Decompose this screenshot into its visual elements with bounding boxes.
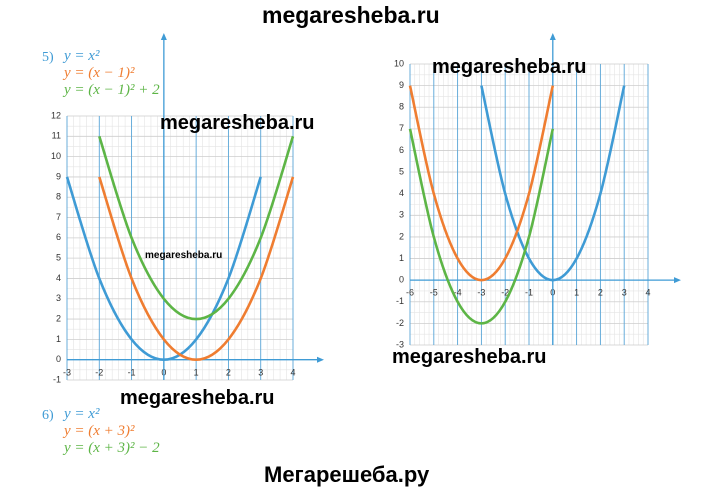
y-tick-label: 5: [56, 253, 61, 263]
y-tick-label: 4: [399, 188, 404, 198]
watermark: megaresheba.ru: [392, 346, 547, 368]
y-tick-label: 6: [399, 145, 404, 155]
x-tick-label: -6: [406, 288, 414, 298]
x-tick-label: -2: [501, 288, 509, 298]
y-tick-label: 5: [399, 166, 404, 176]
y-tick-label: 11: [52, 131, 61, 141]
y-tick-label: 1: [399, 253, 404, 263]
formula: y = (x − 1)² + 2: [64, 82, 160, 98]
x-tick-label: -3: [477, 288, 485, 298]
watermark: megaresheba.ru: [145, 250, 223, 261]
x-tick-label: 2: [598, 288, 603, 298]
y-tick-label: 4: [56, 273, 61, 283]
y-tick-label: 10: [394, 58, 404, 68]
footer: Мегарешеба.ру: [264, 462, 430, 487]
x-tick-label: 3: [622, 288, 627, 298]
y-tick-label: 9: [56, 171, 61, 181]
header: megaresheba.ru: [262, 2, 440, 28]
x-tick-label: 1: [574, 288, 579, 298]
formula: y = x²: [64, 406, 100, 422]
y-tick-label: 7: [399, 123, 404, 133]
y-tick-label: 1: [56, 334, 61, 344]
curve: [65, 176, 262, 361]
x-axis-arrow: [674, 277, 681, 284]
problem-number: 6): [42, 408, 54, 423]
y-tick-label: -1: [396, 296, 404, 306]
curve: [408, 85, 555, 282]
y-axis-arrow: [160, 33, 167, 40]
x-tick-label: -5: [430, 288, 438, 298]
x-tick-label: -1: [128, 367, 136, 377]
y-tick-label: 8: [56, 192, 61, 202]
y-tick-label: 3: [399, 210, 404, 220]
x-tick-label: -2: [95, 367, 103, 377]
x-tick-label: 4: [645, 288, 650, 298]
y-tick-label: 7: [56, 212, 61, 222]
curve: [98, 176, 295, 361]
y-tick-label: 10: [51, 151, 61, 161]
y-tick-label: 0: [56, 354, 61, 364]
y-tick-label: -3: [396, 339, 404, 349]
problem-number: 5): [42, 50, 54, 65]
x-tick-label: -1: [525, 288, 533, 298]
x-tick-label: -4: [454, 288, 462, 298]
y-tick-label: 8: [399, 102, 404, 112]
x-tick-label: 4: [290, 367, 295, 377]
x-axis-arrow: [317, 356, 324, 363]
curve: [408, 128, 555, 325]
y-tick-label: 12: [51, 110, 61, 120]
watermark: megaresheba.ru: [432, 56, 587, 78]
watermark: megaresheba.ru: [120, 387, 275, 409]
watermark: megaresheba.ru: [160, 112, 315, 134]
y-tick-label: -2: [396, 318, 404, 328]
y-tick-label: 2: [56, 313, 61, 323]
x-tick-label: 2: [226, 367, 231, 377]
curve: [98, 135, 295, 321]
formula: y = (x + 3)²: [64, 423, 135, 439]
y-tick-label: 9: [399, 80, 404, 90]
formula: y = x²: [64, 48, 100, 64]
y-tick-label: 3: [56, 293, 61, 303]
y-tick-label: -1: [53, 374, 61, 384]
x-tick-label: -3: [63, 367, 71, 377]
y-tick-label: 6: [56, 232, 61, 242]
y-tick-label: 2: [399, 231, 404, 241]
y-axis-arrow: [549, 33, 556, 40]
formula: y = (x + 3)² − 2: [64, 440, 160, 456]
curve: [480, 85, 626, 282]
x-tick-label: 1: [194, 367, 199, 377]
y-tick-label: 0: [399, 275, 404, 285]
formula: y = (x − 1)²: [64, 65, 135, 81]
x-tick-label: 3: [258, 367, 263, 377]
